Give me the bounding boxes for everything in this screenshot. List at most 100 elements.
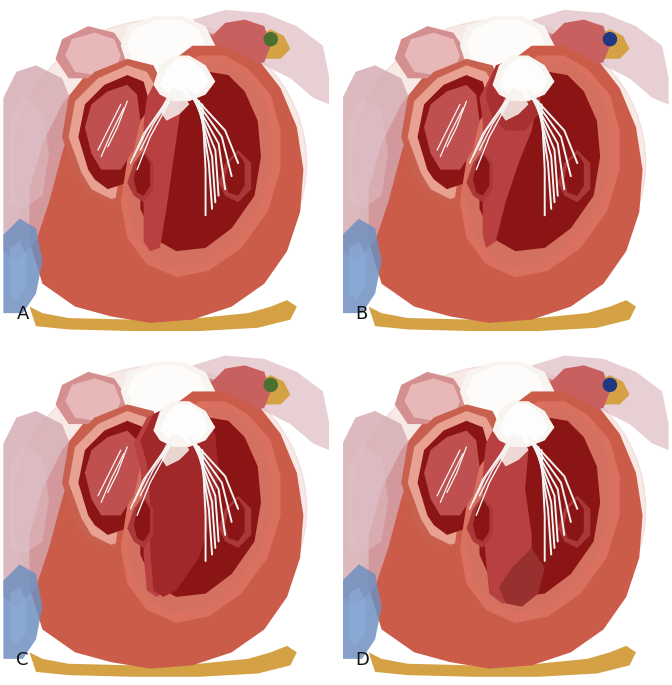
Polygon shape xyxy=(369,375,642,669)
Polygon shape xyxy=(56,372,127,424)
Ellipse shape xyxy=(13,20,306,307)
Polygon shape xyxy=(408,411,499,545)
Polygon shape xyxy=(349,444,388,554)
Polygon shape xyxy=(460,401,620,623)
Polygon shape xyxy=(69,411,160,545)
Polygon shape xyxy=(564,499,584,541)
Polygon shape xyxy=(482,408,532,603)
Polygon shape xyxy=(349,241,366,300)
Polygon shape xyxy=(466,20,545,75)
Polygon shape xyxy=(30,375,303,669)
Polygon shape xyxy=(3,219,42,313)
Polygon shape xyxy=(564,153,584,196)
Polygon shape xyxy=(454,46,630,287)
Polygon shape xyxy=(401,404,505,548)
Polygon shape xyxy=(343,564,382,659)
Polygon shape xyxy=(343,411,414,607)
Polygon shape xyxy=(192,10,329,104)
Polygon shape xyxy=(140,401,218,597)
Polygon shape xyxy=(62,404,167,548)
Polygon shape xyxy=(127,408,271,613)
Polygon shape xyxy=(79,75,150,189)
Polygon shape xyxy=(140,418,261,597)
Polygon shape xyxy=(499,548,545,607)
Polygon shape xyxy=(349,587,366,646)
Polygon shape xyxy=(499,404,548,444)
Polygon shape xyxy=(3,411,75,607)
Polygon shape xyxy=(499,88,528,121)
Polygon shape xyxy=(140,72,261,251)
Polygon shape xyxy=(218,150,251,202)
Polygon shape xyxy=(558,150,591,202)
Polygon shape xyxy=(121,362,215,427)
Polygon shape xyxy=(532,10,669,104)
Polygon shape xyxy=(480,72,600,251)
Polygon shape xyxy=(134,499,150,541)
Polygon shape xyxy=(493,401,554,447)
Polygon shape xyxy=(466,408,610,613)
Circle shape xyxy=(264,33,278,46)
Ellipse shape xyxy=(352,20,646,307)
Circle shape xyxy=(603,33,616,46)
Polygon shape xyxy=(65,33,121,75)
Polygon shape xyxy=(545,20,610,68)
Polygon shape xyxy=(343,219,382,313)
Polygon shape xyxy=(160,404,209,444)
Polygon shape xyxy=(65,378,121,421)
Polygon shape xyxy=(424,431,480,515)
Circle shape xyxy=(603,378,616,391)
Polygon shape xyxy=(85,431,140,515)
Polygon shape xyxy=(473,153,489,196)
Polygon shape xyxy=(160,59,209,98)
Polygon shape xyxy=(160,88,190,121)
Text: B: B xyxy=(355,305,368,323)
Polygon shape xyxy=(460,55,620,277)
Ellipse shape xyxy=(352,365,646,652)
Polygon shape xyxy=(532,356,669,450)
Polygon shape xyxy=(480,418,600,597)
Circle shape xyxy=(264,378,278,391)
Polygon shape xyxy=(206,20,271,68)
Polygon shape xyxy=(417,421,489,535)
Polygon shape xyxy=(473,499,489,541)
Polygon shape xyxy=(30,646,297,677)
Polygon shape xyxy=(466,496,493,548)
Polygon shape xyxy=(369,646,636,677)
Polygon shape xyxy=(62,59,167,202)
Polygon shape xyxy=(591,375,630,404)
Polygon shape xyxy=(127,496,153,548)
Polygon shape xyxy=(121,16,215,82)
Polygon shape xyxy=(153,401,215,447)
Polygon shape xyxy=(480,62,538,248)
Polygon shape xyxy=(160,434,190,466)
Polygon shape xyxy=(114,391,290,633)
Polygon shape xyxy=(79,421,150,535)
Polygon shape xyxy=(56,26,127,78)
Polygon shape xyxy=(460,362,554,427)
Polygon shape xyxy=(3,65,75,261)
Polygon shape xyxy=(545,365,610,414)
Polygon shape xyxy=(127,365,206,421)
Polygon shape xyxy=(369,29,642,323)
Polygon shape xyxy=(153,55,215,101)
Polygon shape xyxy=(466,150,493,202)
Polygon shape xyxy=(369,300,636,331)
Polygon shape xyxy=(134,404,212,597)
Polygon shape xyxy=(10,587,26,646)
Polygon shape xyxy=(394,372,466,424)
Ellipse shape xyxy=(13,365,306,652)
Polygon shape xyxy=(251,375,290,404)
Polygon shape xyxy=(10,98,49,209)
Polygon shape xyxy=(466,365,545,421)
Polygon shape xyxy=(127,62,271,267)
Polygon shape xyxy=(30,300,297,331)
Polygon shape xyxy=(486,59,542,131)
Polygon shape xyxy=(499,59,548,98)
Polygon shape xyxy=(408,65,499,199)
Polygon shape xyxy=(127,150,153,202)
Polygon shape xyxy=(417,75,489,189)
Polygon shape xyxy=(121,55,281,277)
Polygon shape xyxy=(225,499,245,541)
Polygon shape xyxy=(591,29,630,59)
Polygon shape xyxy=(134,153,150,196)
